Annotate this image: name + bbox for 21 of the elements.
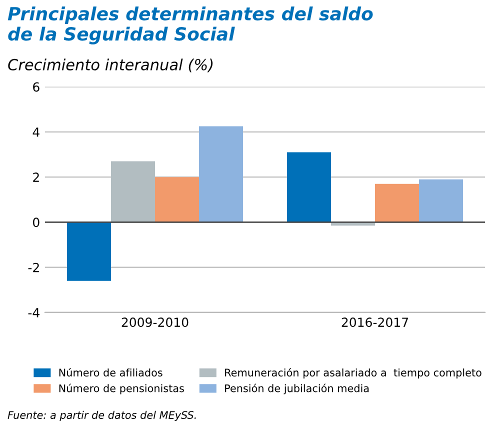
- bar: [67, 222, 111, 281]
- legend-label: Número de pensionistas: [59, 384, 184, 394]
- bar: [287, 152, 331, 222]
- y-tick-label: -4: [28, 308, 40, 318]
- bar: [375, 184, 419, 222]
- x-tick-label: 2016-2017: [342, 318, 408, 328]
- y-tick-label: 0: [33, 218, 40, 228]
- chart-title: Principales determinantes del saldo de la Seguridad Social: [8, 6, 373, 44]
- legend-label: Remuneración por asalariado a tiempo completo: [225, 368, 482, 379]
- source-note: Fuente: a partir de datos del MEySS.: [8, 410, 196, 421]
- y-tick-label: 4: [32, 128, 40, 137]
- legend-label: Número de afiliados: [59, 368, 162, 377]
- y-tick-label: -2: [28, 262, 39, 272]
- bar: [155, 177, 199, 222]
- y-tick-label: 2: [33, 172, 39, 182]
- legend-label: Pensión de jubilación media: [225, 384, 369, 394]
- x-tick-label: 2009-2010: [122, 318, 188, 328]
- y-tick-label: 6: [33, 82, 40, 92]
- bar: [199, 126, 243, 222]
- chart-subtitle: Crecimiento interanual (%): [8, 58, 213, 72]
- bar: [419, 179, 463, 222]
